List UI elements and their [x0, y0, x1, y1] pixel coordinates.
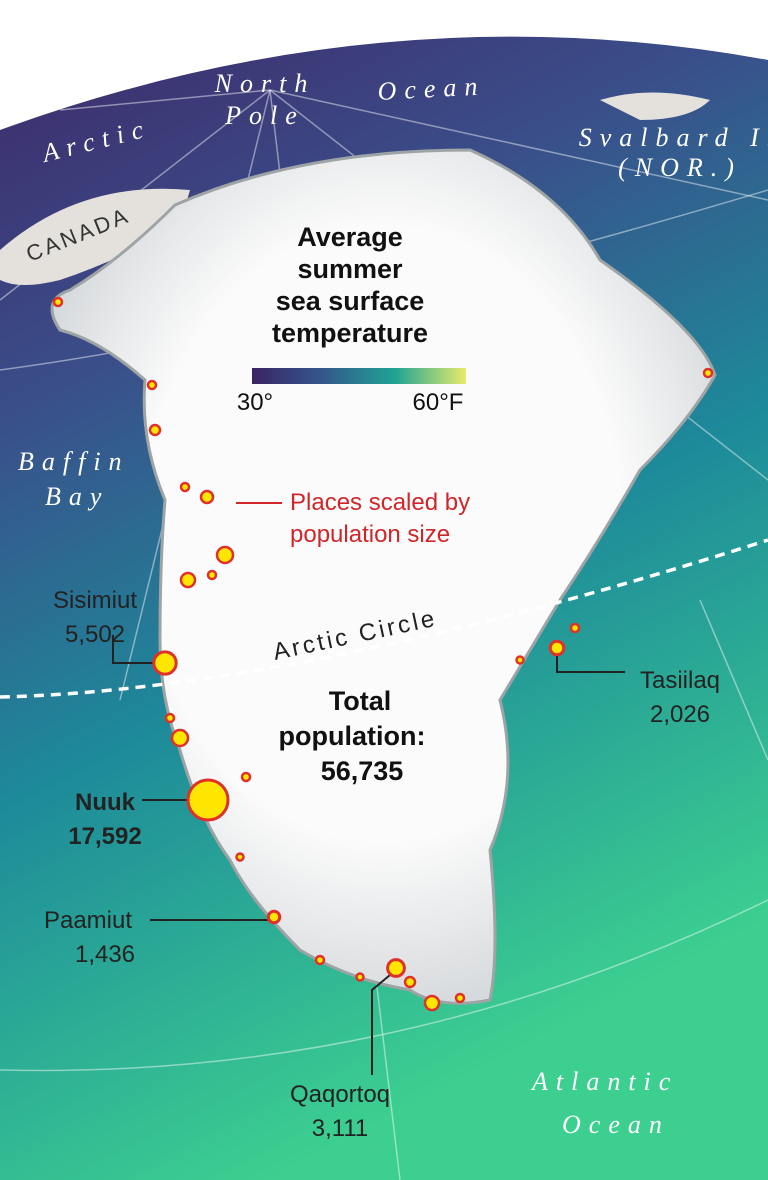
place-population: 17,592: [68, 823, 141, 850]
total-value: 56,735: [321, 756, 404, 786]
small-places: [52, 296, 714, 1012]
place-name: Nuuk: [75, 789, 136, 816]
svalbard-land: [600, 92, 710, 120]
arctic-circle: [0, 538, 768, 699]
ocean-label: Atlantic: [530, 1067, 678, 1096]
annotation: Places scaled by: [290, 489, 470, 516]
place-marker: [266, 909, 282, 925]
legend-bar: [252, 368, 466, 384]
canada-land: [0, 188, 190, 285]
place-marker: [386, 958, 406, 978]
title: Average: [297, 222, 403, 252]
leader-line: [556, 655, 625, 673]
pole-label: North: [214, 69, 316, 98]
total-label: population:: [279, 721, 426, 751]
place-population: 1,436: [75, 941, 135, 968]
annotation: population size: [290, 521, 450, 548]
legend-max: 60°F: [413, 389, 464, 416]
title: temperature: [272, 318, 428, 348]
place-population: 5,502: [65, 621, 125, 648]
island-label: (NOR.): [618, 153, 742, 182]
place-marker: [186, 778, 230, 822]
place-name: Tasiilaq: [640, 667, 720, 694]
total-label: Total: [329, 686, 392, 716]
bay-label: Bay: [45, 482, 109, 511]
place-name: Sisimiut: [53, 587, 137, 614]
place-marker: [152, 650, 178, 676]
island-label: Svalbard I.: [579, 123, 768, 152]
ocean-label: Ocean: [377, 71, 486, 106]
title: sea surface: [276, 286, 425, 316]
bay-label: Baffin: [18, 447, 130, 476]
place-name: Paamiut: [44, 907, 132, 934]
ocean-label: Ocean: [562, 1110, 670, 1139]
pole-label: Pole: [224, 101, 305, 130]
place-population: 2,026: [650, 701, 710, 728]
place-population: 3,111: [312, 1115, 369, 1142]
leader-line: [371, 974, 391, 1075]
place-marker: [548, 639, 566, 657]
title: summer: [297, 254, 403, 284]
place-name: Qaqortoq: [290, 1081, 390, 1108]
leader-line: [112, 635, 154, 664]
legend-min: 30°: [237, 389, 273, 416]
